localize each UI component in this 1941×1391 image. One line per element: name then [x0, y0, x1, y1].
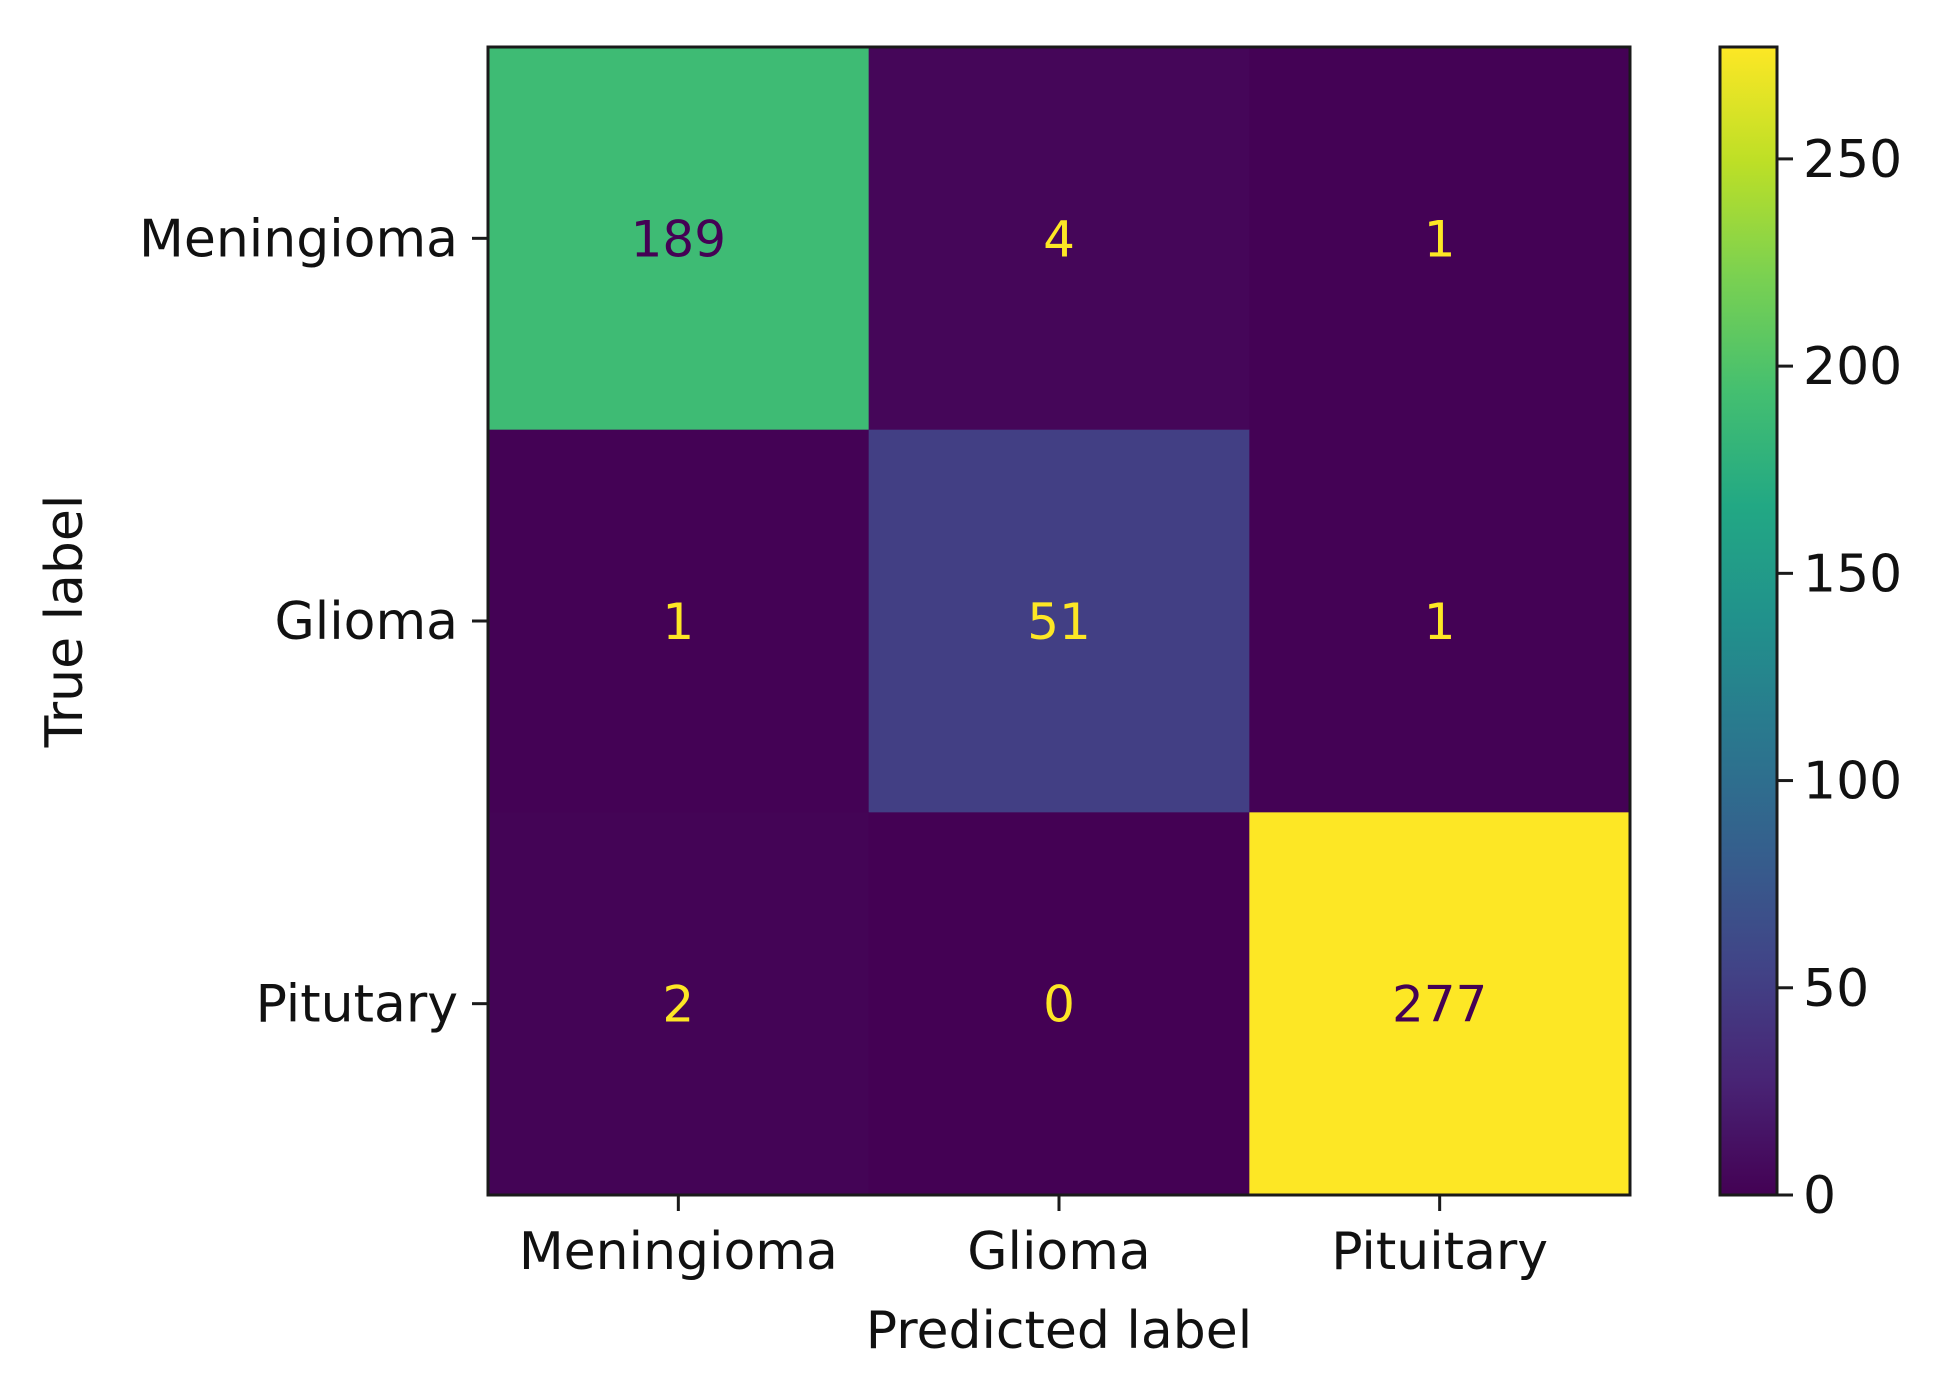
- heatmap-cell: [1249, 812, 1631, 1196]
- colorbar-tick-label: 0: [1803, 1166, 1836, 1226]
- heatmap-cell-label: 0: [1043, 976, 1075, 1034]
- heatmap-cell-label: 51: [1027, 593, 1091, 651]
- colorbar-tick-label: 50: [1803, 959, 1869, 1019]
- heatmap-cell: [868, 812, 1250, 1196]
- y-tick-label: Pitutary: [256, 975, 458, 1035]
- x-tick-label: Glioma: [967, 1222, 1151, 1282]
- heatmap-cell-label: 1: [1424, 210, 1456, 268]
- y-tick-label: Glioma: [274, 592, 458, 652]
- heatmap-cell-labels: 189 4 1 1 51 1 2 0 277: [631, 210, 1488, 1033]
- x-tick-label: Meningioma: [519, 1222, 838, 1282]
- x-axis-label: Predicted label: [866, 1301, 1252, 1361]
- heatmap-cell-label: 1: [1424, 593, 1456, 651]
- heatmap-cell-label: 277: [1392, 976, 1487, 1034]
- y-tick-label: Meningioma: [139, 209, 458, 269]
- colorbar-tick-label: 150: [1803, 544, 1902, 604]
- heatmap-cells: [488, 47, 1631, 1196]
- heatmap-cell: [488, 812, 870, 1196]
- heatmap-cell: [868, 429, 1250, 813]
- heatmap-cell: [488, 47, 870, 431]
- colorbar-tick-label: 200: [1803, 337, 1902, 397]
- colorbar: [1718, 45, 1779, 1197]
- heatmap-cell-label: 2: [662, 976, 694, 1034]
- colorbar-tick-label: 250: [1803, 130, 1902, 190]
- y-axis-label: True label: [35, 495, 95, 749]
- x-axis-ticks: Meningioma Glioma Pituitary: [519, 1195, 1548, 1282]
- heatmap-cell: [868, 47, 1250, 431]
- x-tick-label: Pituitary: [1331, 1222, 1548, 1282]
- colorbar-ticks: 0 50 100 150 200 250: [1777, 130, 1902, 1226]
- heatmap-cell-label: 1: [662, 593, 694, 651]
- heatmap-cell: [1249, 429, 1631, 813]
- heatmap-cell: [488, 429, 870, 813]
- colorbar-tick-label: 100: [1803, 752, 1902, 812]
- heatmap-cell: [1249, 47, 1631, 431]
- heatmap-cell-label: 4: [1043, 210, 1075, 268]
- y-axis-ticks: Meningioma Glioma Pitutary: [139, 209, 488, 1035]
- heatmap-cell-label: 189: [631, 210, 726, 268]
